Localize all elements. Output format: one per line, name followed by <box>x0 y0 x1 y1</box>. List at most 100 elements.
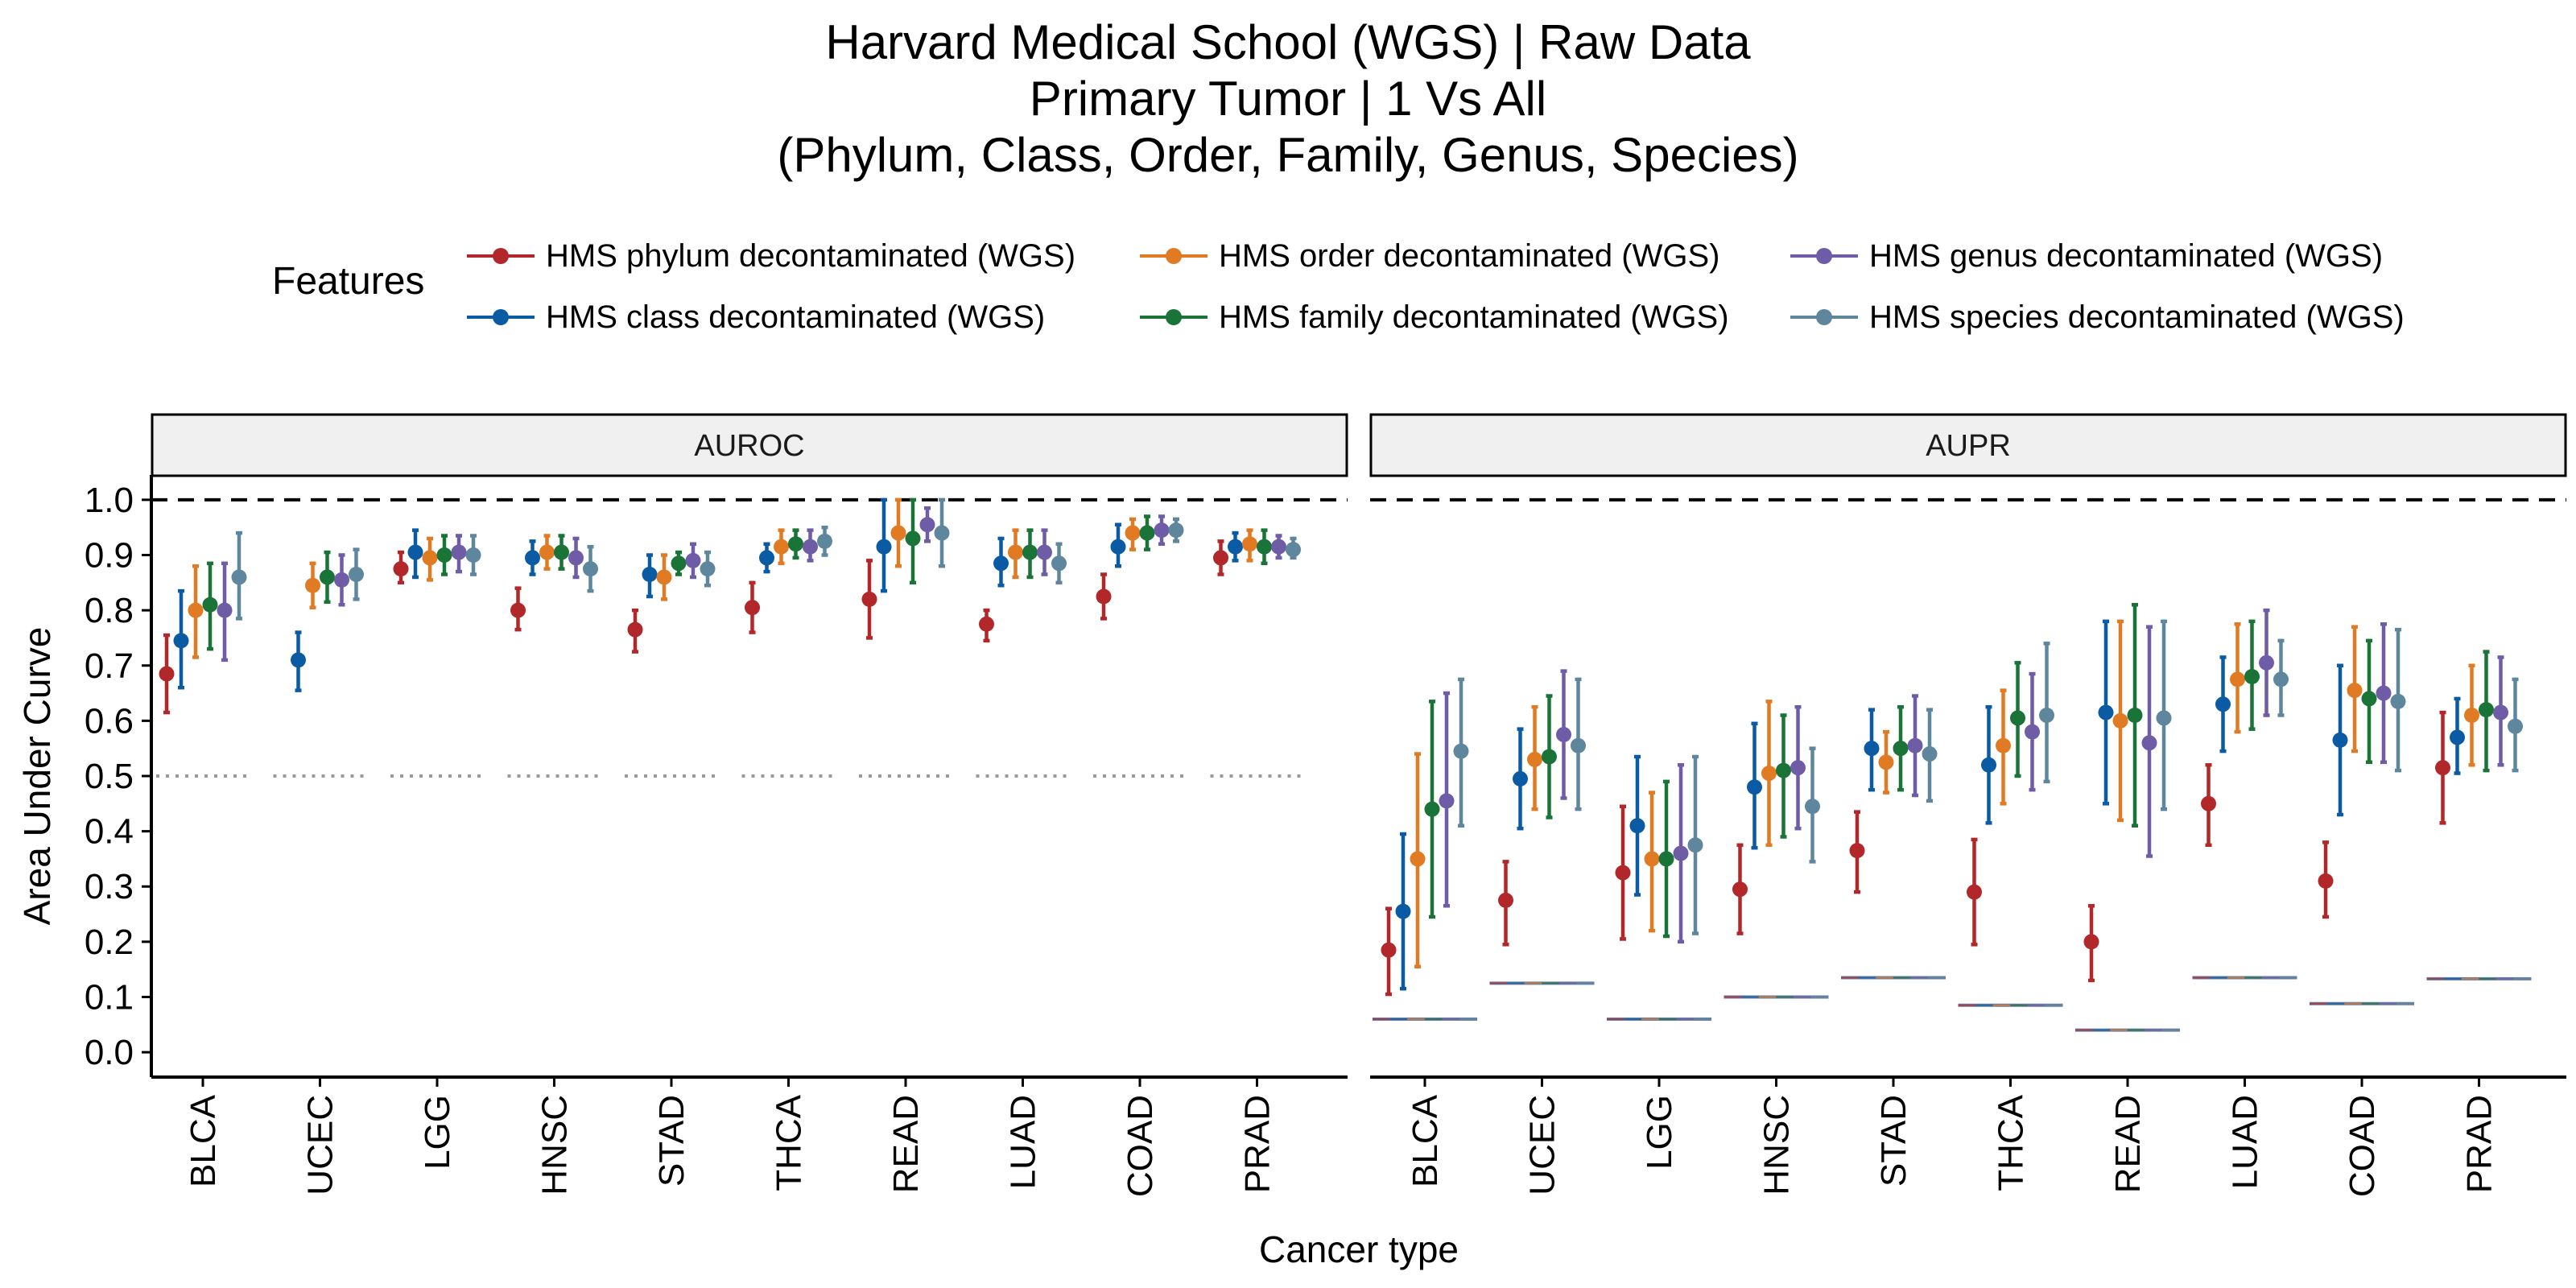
x-axis-title: Cancer type <box>1259 1228 1459 1270</box>
point-group <box>2156 619 2172 811</box>
data-point-hms-class-decontaminated <box>1110 539 1126 555</box>
point-group <box>554 534 569 571</box>
point-group <box>1893 704 1909 792</box>
data-point-hms-species-decontaminated <box>700 561 716 577</box>
data-point-hms-species-decontaminated <box>1453 743 1469 759</box>
data-point-hms-class-decontaminated <box>1395 903 1411 919</box>
data-point-hms-family-decontaminated <box>2479 702 2494 718</box>
data-point-hms-class-decontaminated <box>173 633 189 649</box>
point-group <box>1213 539 1228 576</box>
point-group <box>774 528 789 566</box>
legend-label-order: HMS order decontaminated (WGS) <box>1219 237 1720 274</box>
y-tick-label: 0.9 <box>85 536 134 576</box>
point-group <box>2127 603 2143 828</box>
point-group <box>1242 528 1257 563</box>
data-point-hms-family-decontaminated <box>320 569 335 585</box>
point-group <box>1410 752 1426 969</box>
data-point-hms-class-decontaminated <box>1747 779 1762 795</box>
data-point-hms-class-decontaminated <box>2215 696 2231 712</box>
point-group <box>1732 843 1748 935</box>
x-tick-label-blca: BLCA <box>1406 1094 1445 1187</box>
point-group <box>685 542 701 580</box>
data-point-hms-family-decontaminated <box>436 547 452 564</box>
point-group <box>1981 704 1996 825</box>
point-group <box>979 608 994 643</box>
data-point-hms-genus-decontaminated <box>1439 793 1455 809</box>
x-tick-label-read: READ <box>2108 1095 2148 1193</box>
data-point-hms-order-decontaminated <box>1761 766 1777 782</box>
point-group <box>422 536 438 582</box>
point-group <box>803 528 818 563</box>
data-point-hms-family-decontaminated <box>905 530 921 547</box>
data-point-hms-class-decontaminated <box>2332 732 2348 748</box>
data-point-hms-family-decontaminated <box>1022 544 1038 560</box>
point-group <box>451 534 467 574</box>
data-point-hms-phylum-decontaminated <box>1213 550 1228 566</box>
data-point-hms-phylum-decontaminated <box>1967 884 1982 900</box>
point-group <box>2098 619 2114 806</box>
chart-title: Harvard Medical School (WGS) | Raw Data … <box>0 14 2576 184</box>
data-point-hms-family-decontaminated <box>2010 710 2025 726</box>
point-group <box>1542 694 1557 819</box>
point-group <box>1381 906 1397 997</box>
point-group <box>1996 688 2011 806</box>
data-point-hms-class-decontaminated <box>525 550 540 566</box>
point-group <box>890 497 906 568</box>
point-group <box>1644 791 1660 933</box>
data-point-hms-genus-decontaminated <box>451 544 467 560</box>
point-group <box>1139 514 1155 551</box>
data-point-hms-species-decontaminated <box>934 525 950 541</box>
data-point-hms-order-decontaminated <box>1878 754 1894 770</box>
point-group <box>642 553 658 599</box>
x-tick-label-read: READ <box>886 1095 926 1193</box>
data-point-hms-order-decontaminated <box>305 577 320 593</box>
point-group <box>2010 661 2025 778</box>
data-point-hms-phylum-decontaminated <box>627 621 643 638</box>
data-point-hms-genus-decontaminated <box>2493 704 2508 720</box>
point-group <box>1257 528 1272 566</box>
point-group <box>465 534 481 576</box>
point-group <box>1761 700 1777 848</box>
point-group <box>291 630 306 692</box>
data-point-hms-order-decontaminated <box>1996 737 2011 753</box>
point-group <box>334 553 349 607</box>
legend-key-family <box>1135 301 1212 333</box>
point-group <box>1967 837 1982 947</box>
point-group <box>2273 638 2289 717</box>
point-group <box>2039 642 2054 784</box>
data-point-hms-phylum-decontaminated <box>1498 892 1513 908</box>
data-point-hms-phylum-decontaminated <box>1381 942 1397 958</box>
y-tick-label: 0.2 <box>85 923 134 962</box>
data-point-hms-family-decontaminated <box>1776 762 1791 778</box>
point-group <box>2347 625 2363 753</box>
point-group <box>2376 622 2392 765</box>
data-point-hms-order-decontaminated <box>2112 712 2128 729</box>
strip-label-auroc: AUROC <box>694 429 804 463</box>
data-point-hms-genus-decontaminated <box>217 602 233 618</box>
point-group <box>1439 691 1455 908</box>
point-group <box>1747 721 1762 850</box>
point-group <box>2141 625 2157 858</box>
data-point-hms-class-decontaminated <box>642 567 658 583</box>
point-group <box>1228 530 1243 563</box>
point-group <box>2083 904 2099 983</box>
data-point-hms-species-decontaminated <box>2156 710 2172 726</box>
data-point-hms-class-decontaminated <box>291 652 306 668</box>
y-tick-label: 0.4 <box>85 812 134 852</box>
data-point-hms-species-decontaminated <box>817 533 832 549</box>
x-tick-label-thca: THCA <box>1992 1094 2031 1191</box>
legend-key-order <box>1135 240 1212 272</box>
point-group <box>1051 542 1067 585</box>
point-group <box>1110 522 1126 568</box>
x-tick-label-lgg: LGG <box>418 1095 457 1170</box>
legend-item-order: HMS order decontaminated (WGS) <box>1135 232 1719 280</box>
legend-label-phylum: HMS phylum decontaminated (WGS) <box>546 237 1076 274</box>
point-group <box>217 561 233 663</box>
strip-label-aupr: AUPR <box>1926 429 2011 463</box>
point-group <box>1395 832 1411 991</box>
y-tick-label: 0.3 <box>85 867 134 906</box>
data-point-hms-order-decontaminated <box>2230 671 2245 687</box>
point-group <box>1286 536 1301 560</box>
point-group <box>817 525 832 557</box>
